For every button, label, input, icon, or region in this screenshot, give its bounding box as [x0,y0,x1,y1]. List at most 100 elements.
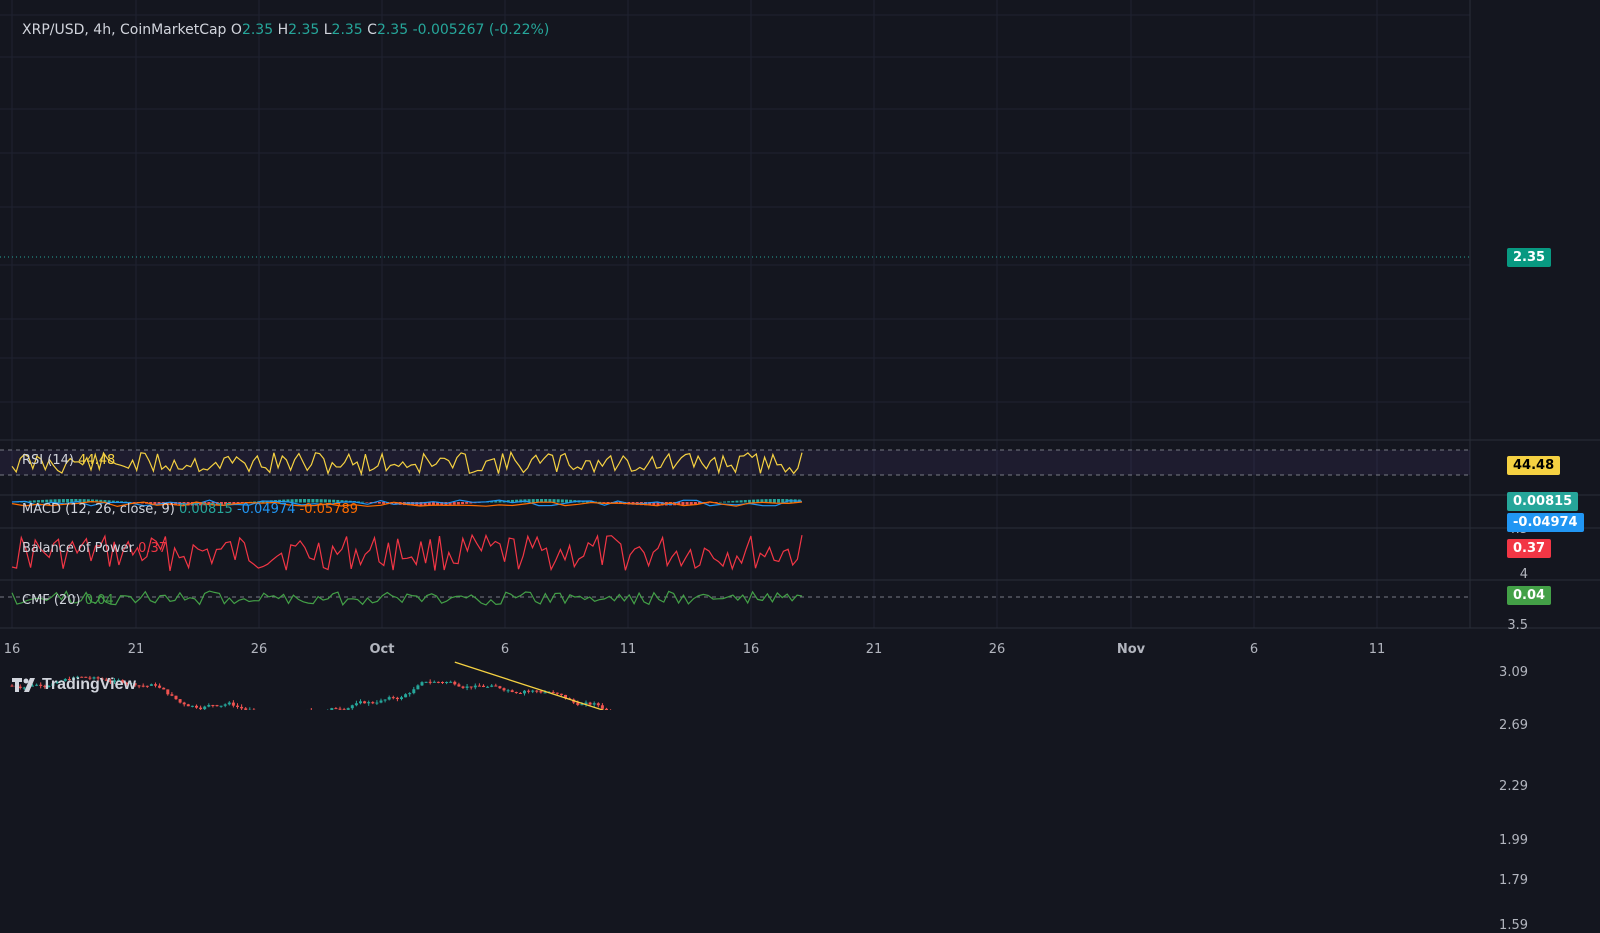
candle-body [170,694,173,695]
candle-body [404,694,407,697]
candle-body [531,691,534,692]
macd-bar [457,502,460,504]
cmf-pane [0,591,1470,605]
candle-body [560,694,563,695]
macd-bar [752,500,755,503]
price-tick: 2.69 [1468,718,1528,733]
pane-dividers [0,0,1600,628]
candle-body [220,706,223,707]
candle-body [367,702,370,703]
candle-body [154,684,157,685]
high-label: H [278,22,289,38]
macd-bar [777,499,780,502]
candle-body [183,703,186,705]
trendline-upper [455,662,972,710]
price-badge: 2.35 [1507,248,1551,267]
candle-body [527,691,530,692]
price-tick: 1.99 [1468,833,1528,848]
candle-body [433,682,436,683]
candle-body [224,704,227,705]
rsi-label: RSI (14) [22,453,74,468]
candle-body [437,682,440,683]
time-tick: 26 [251,642,268,657]
candle-body [138,685,141,686]
candle-body [486,687,489,688]
candle-body [396,698,399,699]
time-tick: 16 [743,642,760,657]
candle-body [207,705,210,707]
rsi-value: 44.48 [78,453,115,468]
candle-body [363,701,366,703]
change-value: -0.005267 (-0.22%) [413,22,550,38]
candle-body [388,697,391,699]
candle-body [580,704,583,705]
tradingview-logo[interactable]: TradingView [12,676,136,694]
chart-canvas[interactable] [0,0,1600,710]
candle-body [478,686,481,687]
candle-body [179,699,182,702]
candle-body [408,693,411,694]
grid [0,0,1470,628]
candle-body [552,692,555,693]
candle-body [503,688,506,690]
candle-body [380,701,383,703]
candle-body [556,693,559,694]
macd-bar [727,501,730,502]
candle-body [191,706,194,707]
macd-bar [602,502,605,503]
brand-name: TradingView [42,676,136,694]
candle-body [355,703,358,705]
candle-body [384,700,387,701]
candle-body [228,703,231,705]
candle-body [232,703,235,706]
candle-body [539,691,542,692]
macd-bar [557,499,560,502]
candle-body [519,693,522,694]
macd-bar [532,499,535,502]
candle-body [162,688,165,690]
macd-bar [378,502,381,504]
candle-body [166,689,169,694]
candle-body [593,703,596,704]
candle-body [462,687,465,688]
candle-body [203,707,206,710]
macd-bar [719,502,722,503]
candle-body [240,707,243,708]
candle-body [494,686,497,687]
candle-body [187,704,190,706]
candle-body [466,686,469,687]
cmf-line [12,591,802,605]
time-tick: 21 [128,642,145,657]
tradingview-icon [12,677,38,693]
candle-body [597,703,600,705]
macd-badge: -0.04974 [1507,513,1584,532]
macd-bar [773,499,776,502]
candle-body [425,682,428,683]
chart-header: XRP/USD, 4h, CoinMarketCap O2.35 H2.35 L… [22,22,549,38]
candle-body [421,682,424,685]
close-label: C [367,22,377,38]
cmf-legend: CMF (20) 0.04 [22,593,114,608]
macd-legend: MACD (12, 26, close, 9) 0.00815 -0.04974… [22,502,358,517]
candle-body [470,686,473,687]
time-tick: 6 [1250,642,1258,657]
candle-body [359,701,362,703]
candle-body [375,703,378,704]
low-label: L [324,22,332,38]
candle-body [142,686,145,687]
price-tick: 3.5 [1468,618,1528,633]
candle-body [392,697,395,698]
macd-signal-value: -0.05789 [300,502,358,517]
candle-body [544,692,547,693]
time-tick: 26 [989,642,1006,657]
time-tick: 11 [1369,642,1386,657]
candle-body [523,691,526,694]
trendlines [233,662,971,710]
bop-legend: Balance of Power 0.37 [22,541,167,556]
price-tick: 1.59 [1468,918,1528,933]
candle-body [199,708,202,709]
candle-body [474,686,477,688]
open-value: 2.35 [242,22,273,38]
macd-bar [461,502,464,504]
candle-body [216,705,219,706]
